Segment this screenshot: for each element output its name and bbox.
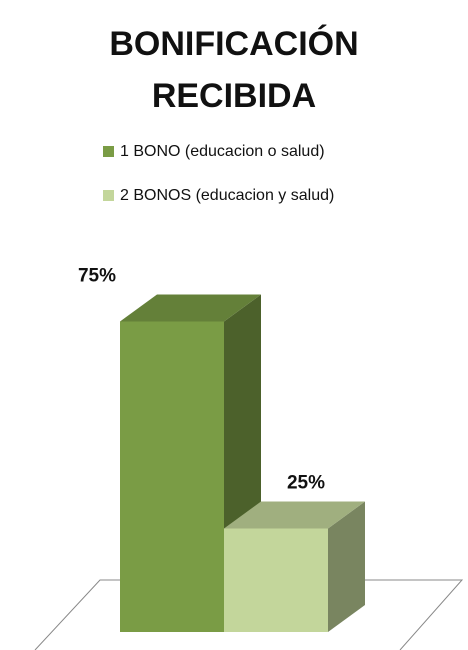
legend-label: 2 BONOS (educacion y salud) [120,187,334,204]
legend-swatch [103,146,114,157]
bar-top [224,501,365,529]
value-label: 25% [287,473,325,494]
legend-swatch [103,190,114,201]
bar-top [120,294,261,322]
bar-side [328,501,365,632]
chart-title: BONIFICACIÓN RECIBIDA [109,25,359,115]
bar [120,321,224,632]
legend-label: 1 BONO (educacion o salud) [120,143,325,160]
value-label: 75% [78,266,116,287]
bar [224,528,328,632]
